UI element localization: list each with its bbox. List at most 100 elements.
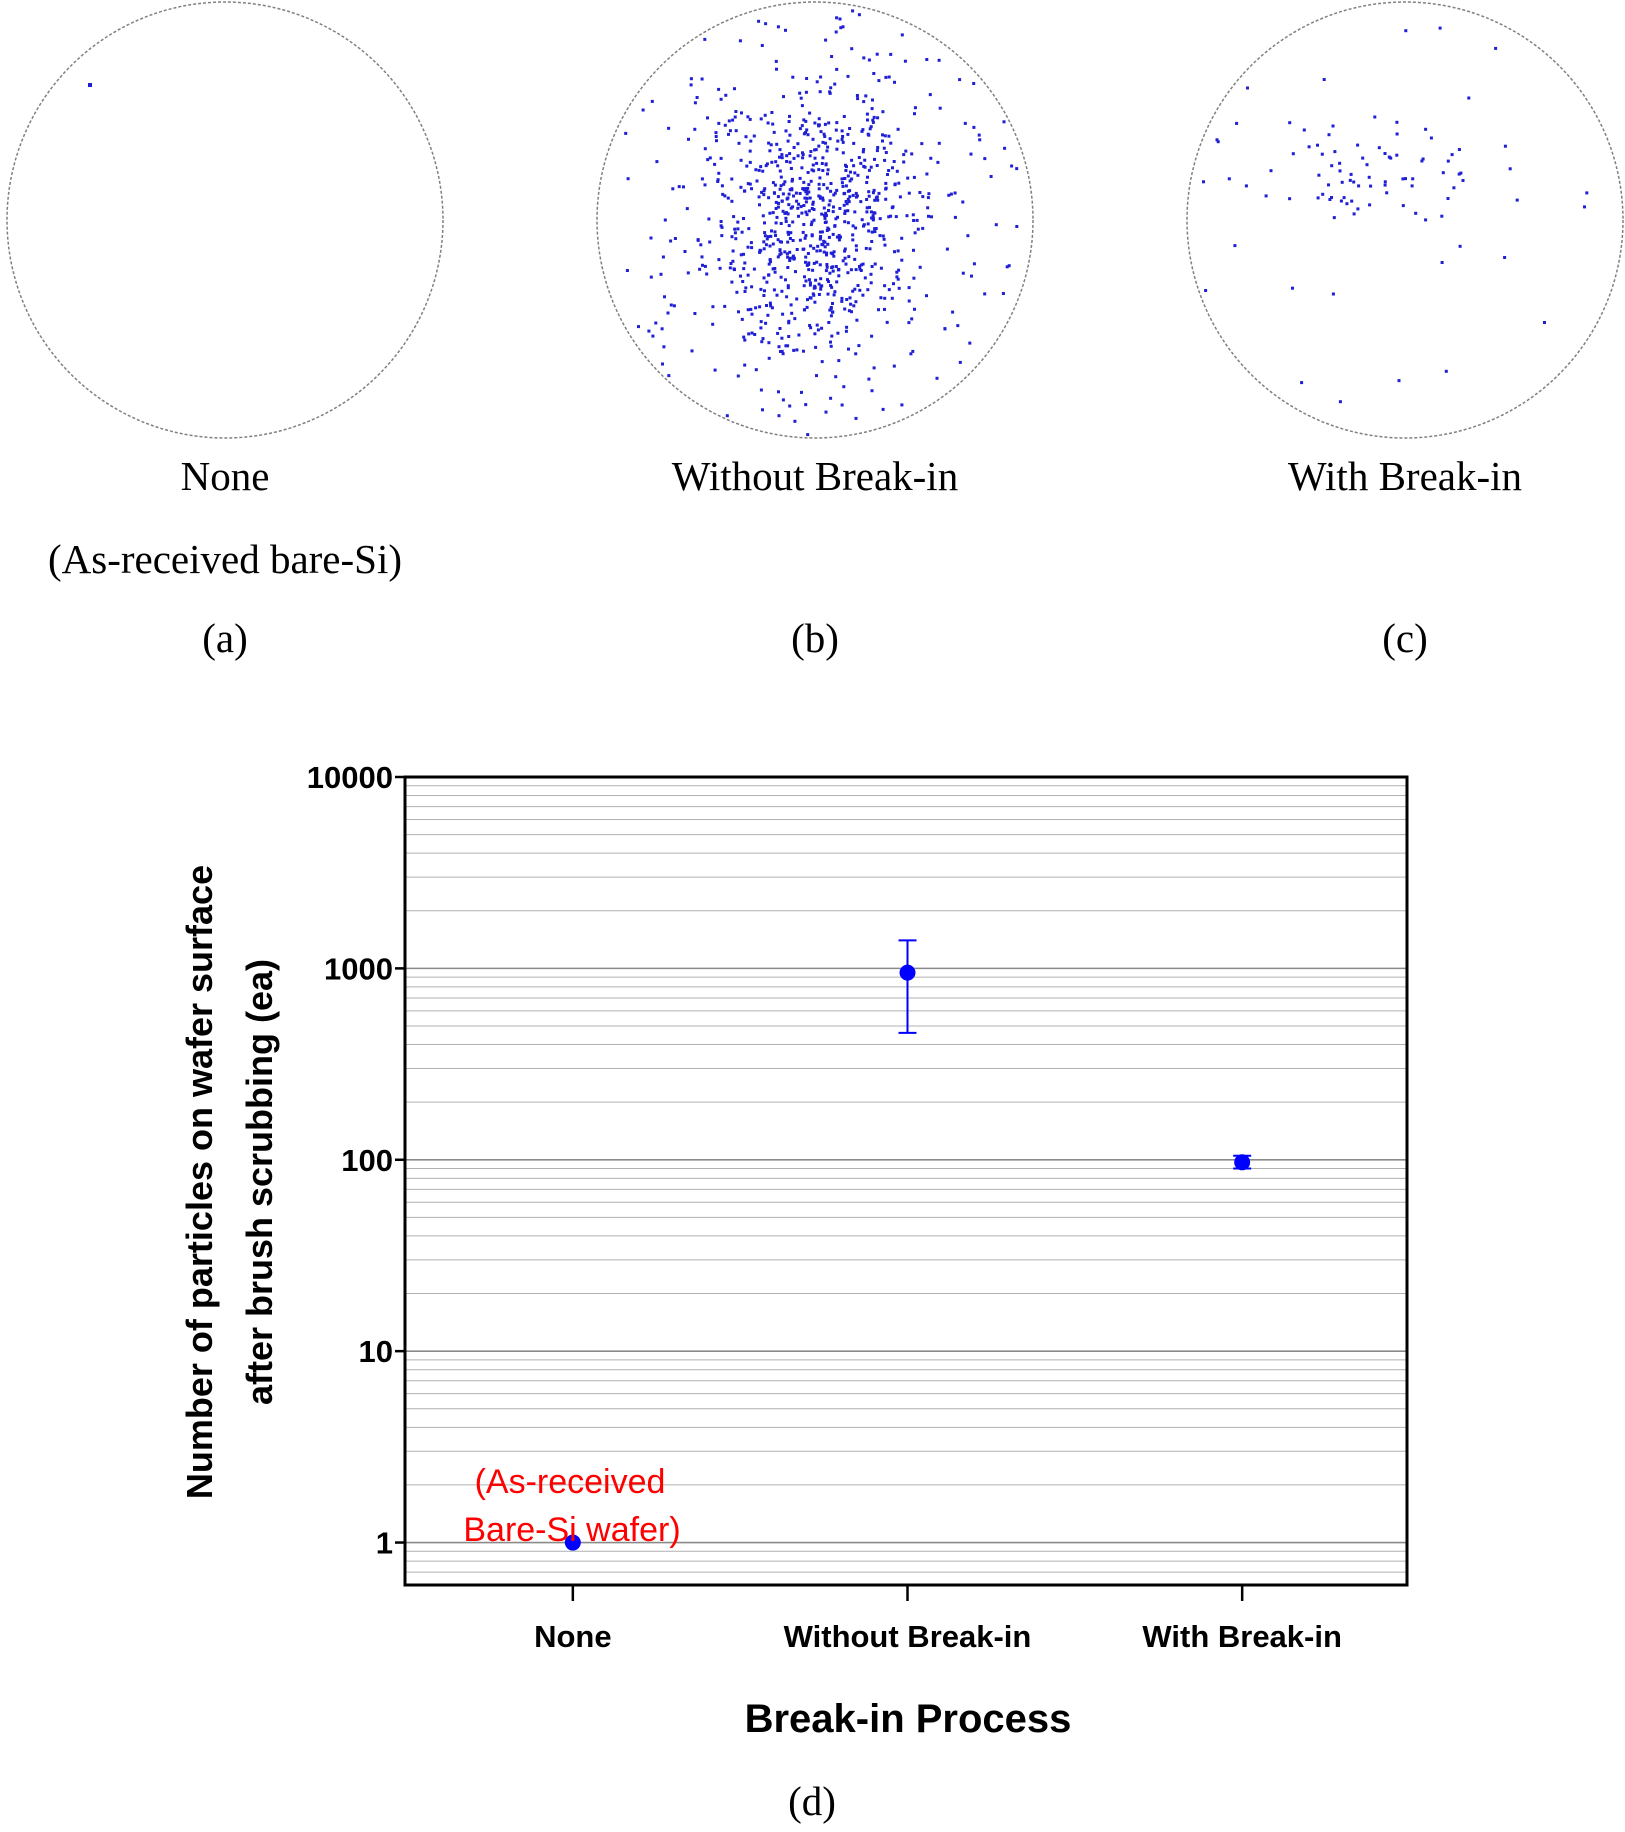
particle-dot bbox=[748, 160, 752, 164]
particle-dot bbox=[809, 244, 813, 248]
particle-dot bbox=[624, 131, 628, 135]
particle-dot bbox=[801, 156, 805, 160]
particle-dot bbox=[693, 127, 697, 131]
particle-dot bbox=[759, 326, 763, 330]
particle-dot bbox=[843, 209, 847, 213]
particle-dot bbox=[802, 284, 806, 288]
particle-dot bbox=[759, 117, 763, 121]
particle-dot bbox=[929, 156, 933, 160]
particle-dot bbox=[682, 185, 685, 189]
particle-dot bbox=[661, 362, 664, 366]
particle-dot bbox=[831, 265, 835, 269]
particle-dot bbox=[789, 303, 793, 307]
particle-dot bbox=[851, 233, 855, 237]
particle-dot bbox=[804, 279, 808, 283]
particle-dot bbox=[819, 277, 823, 281]
particle-dot bbox=[774, 234, 777, 237]
particle-dot bbox=[820, 360, 824, 364]
particle-dot bbox=[805, 77, 809, 80]
y-tick-label: 10 bbox=[359, 1334, 393, 1369]
particle-dot bbox=[771, 211, 775, 215]
particle-dot bbox=[1395, 132, 1399, 136]
particle-dot bbox=[842, 192, 846, 196]
particle-dot bbox=[717, 171, 721, 175]
particle-dot bbox=[801, 247, 805, 251]
particle-dot bbox=[776, 205, 780, 209]
particle-dot bbox=[1457, 172, 1461, 176]
particle-dot bbox=[786, 212, 790, 216]
particle-dot bbox=[746, 182, 750, 186]
particle-dot bbox=[890, 206, 894, 210]
particle-dot bbox=[719, 156, 723, 160]
particle-dot bbox=[768, 244, 772, 248]
chart-marks bbox=[564, 939, 1252, 1551]
particle-dot bbox=[804, 200, 808, 204]
particle-dot bbox=[733, 231, 737, 235]
particle-dot bbox=[989, 175, 993, 178]
particle-dot bbox=[815, 249, 819, 253]
particle-dot bbox=[1421, 157, 1425, 161]
particle-dot bbox=[763, 221, 766, 225]
particle-dot bbox=[746, 115, 750, 119]
particle-dot bbox=[805, 305, 809, 309]
particle-dot bbox=[772, 130, 776, 134]
particle-dot bbox=[822, 183, 826, 187]
particle-dot bbox=[637, 325, 640, 329]
particle-dot bbox=[835, 67, 839, 71]
particle-dot bbox=[768, 301, 772, 305]
particle-dot bbox=[788, 114, 791, 118]
particle-dot bbox=[963, 121, 967, 125]
particle-dot bbox=[831, 310, 834, 314]
particle-dot bbox=[810, 234, 814, 238]
particle-dot bbox=[831, 269, 835, 273]
particle-dot bbox=[777, 345, 781, 349]
particle-dot bbox=[882, 146, 886, 150]
wafer-edge bbox=[6, 1, 444, 439]
particle-dot bbox=[869, 272, 873, 276]
particle-dot bbox=[817, 282, 821, 286]
particle-dot bbox=[783, 180, 787, 184]
particle-dot bbox=[736, 220, 740, 224]
particle-dots bbox=[88, 83, 92, 87]
particle-dot bbox=[837, 234, 841, 237]
particle-dot bbox=[845, 325, 849, 329]
particle-dot bbox=[840, 403, 844, 407]
particle-dot bbox=[1330, 164, 1334, 168]
particle-dot bbox=[1515, 198, 1519, 202]
particle-dot bbox=[837, 238, 841, 242]
particle-dot bbox=[875, 149, 879, 153]
particle-dot bbox=[815, 323, 819, 327]
x-tick-label: With Break-in bbox=[1142, 1619, 1342, 1654]
particle-dot bbox=[738, 39, 742, 43]
particle-dot bbox=[1411, 177, 1415, 181]
particle-dot bbox=[655, 160, 659, 164]
particle-dot bbox=[760, 190, 764, 194]
particle-dot bbox=[1583, 205, 1586, 209]
particle-dot bbox=[662, 345, 666, 349]
particle-dot bbox=[910, 152, 914, 156]
particle-dot bbox=[743, 363, 747, 367]
particle-dot bbox=[1345, 202, 1349, 206]
particle-dot bbox=[884, 187, 888, 191]
particle-dot bbox=[861, 128, 865, 132]
x-tick-label: None bbox=[534, 1619, 612, 1654]
particle-dot bbox=[851, 289, 855, 293]
particle-dot bbox=[672, 304, 676, 308]
particle-dot bbox=[870, 107, 874, 111]
particle-dot bbox=[787, 203, 791, 207]
particle-dot bbox=[872, 211, 876, 215]
particle-dot bbox=[742, 335, 746, 339]
particle-dot bbox=[752, 267, 756, 271]
particle-dot bbox=[1424, 127, 1428, 131]
particle-dot bbox=[848, 127, 852, 130]
particle-dot bbox=[817, 182, 821, 186]
particle-dot bbox=[994, 223, 998, 227]
particle-dot bbox=[1288, 121, 1292, 125]
particle-dot bbox=[833, 224, 837, 228]
particle-dot bbox=[1327, 133, 1331, 137]
particle-dot bbox=[811, 163, 815, 167]
particle-dot bbox=[698, 267, 702, 271]
particle-dot bbox=[859, 269, 863, 272]
annotation-line-2: Bare-Si wafer) bbox=[463, 1511, 680, 1549]
particle-dot bbox=[810, 207, 814, 210]
